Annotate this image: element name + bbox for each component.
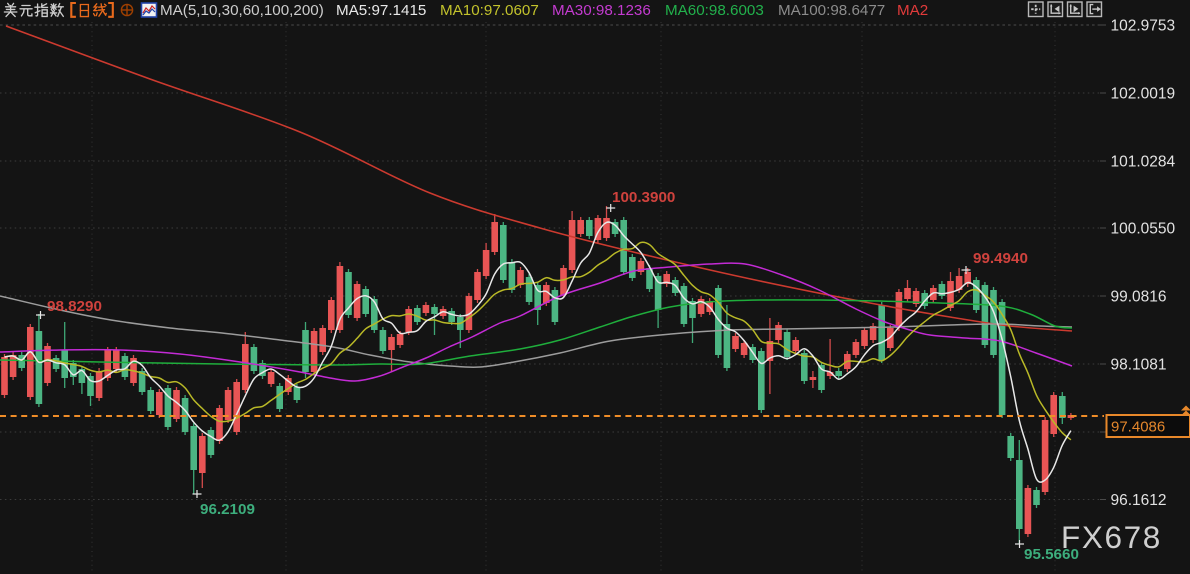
svg-text:102.0019: 102.0019 xyxy=(1111,86,1176,103)
svg-text:MA10:97.0607: MA10:97.0607 xyxy=(440,2,539,19)
svg-text:MA30:98.1236: MA30:98.1236 xyxy=(552,2,651,19)
svg-text:99.0816: 99.0816 xyxy=(1111,289,1167,306)
svg-text:MA2: MA2 xyxy=(897,2,928,19)
svg-text:102.9753: 102.9753 xyxy=(1111,18,1176,35)
svg-text:95.5660: 95.5660 xyxy=(1024,546,1079,563)
svg-text:MA(5,10,30,60,100,200): MA(5,10,30,60,100,200) xyxy=(160,2,324,19)
svg-text:100.0550: 100.0550 xyxy=(1111,221,1176,238)
svg-text:101.0284: 101.0284 xyxy=(1111,154,1176,171)
svg-text:96.1612: 96.1612 xyxy=(1111,492,1167,509)
svg-text:MA100:98.6477: MA100:98.6477 xyxy=(778,2,885,19)
svg-text:98.1081: 98.1081 xyxy=(1111,357,1167,374)
svg-text:FX678: FX678 xyxy=(1061,519,1162,555)
svg-text:98.8290: 98.8290 xyxy=(47,298,102,315)
svg-text:MA5:97.1415: MA5:97.1415 xyxy=(336,2,426,19)
svg-text:96.2109: 96.2109 xyxy=(200,501,255,518)
svg-text:99.4940: 99.4940 xyxy=(973,250,1028,267)
svg-text:100.3900: 100.3900 xyxy=(612,189,675,206)
svg-text:97.4086: 97.4086 xyxy=(1111,419,1165,436)
svg-text:MA60:98.6003: MA60:98.6003 xyxy=(665,2,764,19)
